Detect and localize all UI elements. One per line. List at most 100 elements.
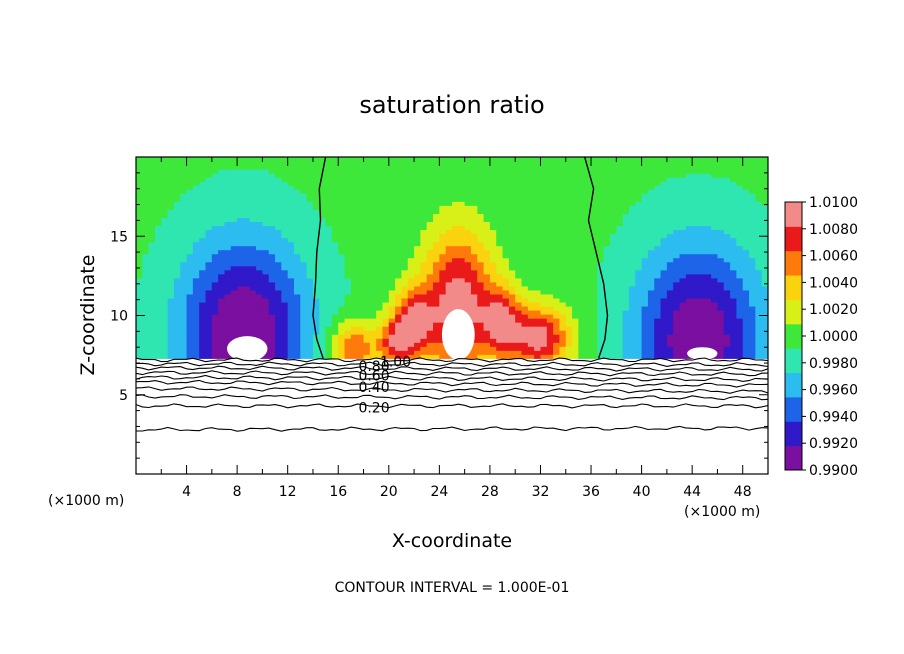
field-cell	[344, 173, 352, 178]
field-cell	[275, 257, 282, 263]
field-cell	[275, 197, 282, 202]
field-cell	[704, 245, 712, 251]
field-cell	[666, 233, 674, 239]
field-cell	[414, 161, 421, 166]
field-cell	[382, 185, 390, 190]
field-cell	[534, 201, 542, 206]
field-cell	[186, 245, 194, 251]
field-cell	[262, 273, 270, 279]
field-cell	[180, 289, 188, 295]
field-cell	[407, 205, 415, 210]
field-cell	[622, 281, 630, 287]
field-cell	[452, 301, 459, 307]
field-cell	[508, 241, 516, 247]
field-cell	[205, 334, 213, 339]
field-cell	[679, 185, 687, 190]
field-cell	[654, 173, 662, 178]
field-cell	[711, 289, 719, 295]
field-cell	[300, 169, 308, 174]
field-cell	[300, 261, 308, 267]
field-cell	[685, 197, 693, 202]
field-cell	[496, 297, 504, 303]
field-cell	[654, 265, 662, 271]
field-cell	[742, 289, 750, 295]
field-cell	[256, 305, 263, 311]
field-cell	[186, 273, 194, 279]
field-cell	[294, 293, 301, 299]
field-cell	[641, 261, 649, 267]
field-cell	[167, 157, 175, 162]
field-cell	[350, 334, 358, 339]
field-cell	[414, 221, 421, 227]
field-cell	[603, 245, 611, 251]
field-cell	[433, 334, 440, 339]
field-cell	[483, 342, 491, 347]
field-cell	[679, 330, 687, 335]
field-cell	[502, 305, 510, 311]
field-cell	[660, 177, 668, 182]
field-cell	[325, 281, 333, 287]
field-cell	[268, 205, 276, 210]
field-cell	[325, 193, 333, 198]
field-cell	[376, 189, 384, 194]
field-cell	[199, 177, 207, 182]
field-cell	[180, 338, 188, 343]
field-cell	[711, 309, 719, 315]
field-cell	[527, 237, 535, 243]
field-cell	[641, 350, 649, 355]
field-cell	[319, 269, 327, 275]
field-cell	[161, 173, 169, 178]
field-cell	[344, 221, 352, 227]
field-cell	[477, 173, 485, 178]
field-cell	[647, 305, 655, 311]
field-cell	[502, 281, 510, 287]
field-cell	[331, 265, 339, 271]
field-cell	[382, 285, 390, 291]
field-cell	[679, 334, 687, 339]
field-cell	[647, 165, 655, 170]
field-cell	[350, 241, 358, 247]
field-cell	[306, 217, 314, 223]
field-cell	[376, 157, 384, 162]
field-cell	[148, 221, 156, 227]
field-cell	[199, 245, 207, 251]
field-cell	[357, 277, 365, 283]
field-cell	[641, 181, 649, 186]
field-cell	[553, 173, 561, 178]
field-cell	[173, 269, 181, 275]
field-cell	[723, 221, 731, 227]
field-cell	[306, 257, 314, 263]
field-cell	[439, 293, 447, 299]
field-cell	[597, 225, 605, 231]
field-cell	[647, 181, 655, 186]
field-cell	[534, 233, 542, 239]
field-cell	[192, 165, 200, 170]
field-cell	[224, 233, 232, 239]
field-cell	[275, 205, 282, 210]
field-cell	[584, 257, 592, 263]
field-cell	[578, 201, 586, 206]
field-cell	[527, 350, 535, 355]
field-cell	[502, 322, 510, 327]
field-cell	[717, 225, 725, 231]
field-cell	[319, 193, 327, 198]
field-cell	[742, 201, 750, 206]
field-cell	[199, 265, 207, 271]
field-cell	[496, 181, 504, 186]
field-cell	[666, 354, 674, 359]
field-cell	[704, 217, 712, 223]
field-cell	[407, 185, 415, 190]
field-cell	[369, 314, 377, 319]
field-cell	[344, 289, 352, 295]
field-cell	[433, 305, 440, 311]
field-cell	[540, 314, 548, 319]
field-cell	[610, 305, 617, 311]
field-cell	[287, 338, 295, 343]
field-cell	[584, 205, 592, 210]
field-cell	[698, 261, 706, 267]
field-cell	[742, 173, 750, 178]
field-cell	[338, 189, 346, 194]
field-cell	[319, 237, 327, 243]
field-cell	[470, 354, 478, 359]
field-cell	[414, 285, 421, 291]
